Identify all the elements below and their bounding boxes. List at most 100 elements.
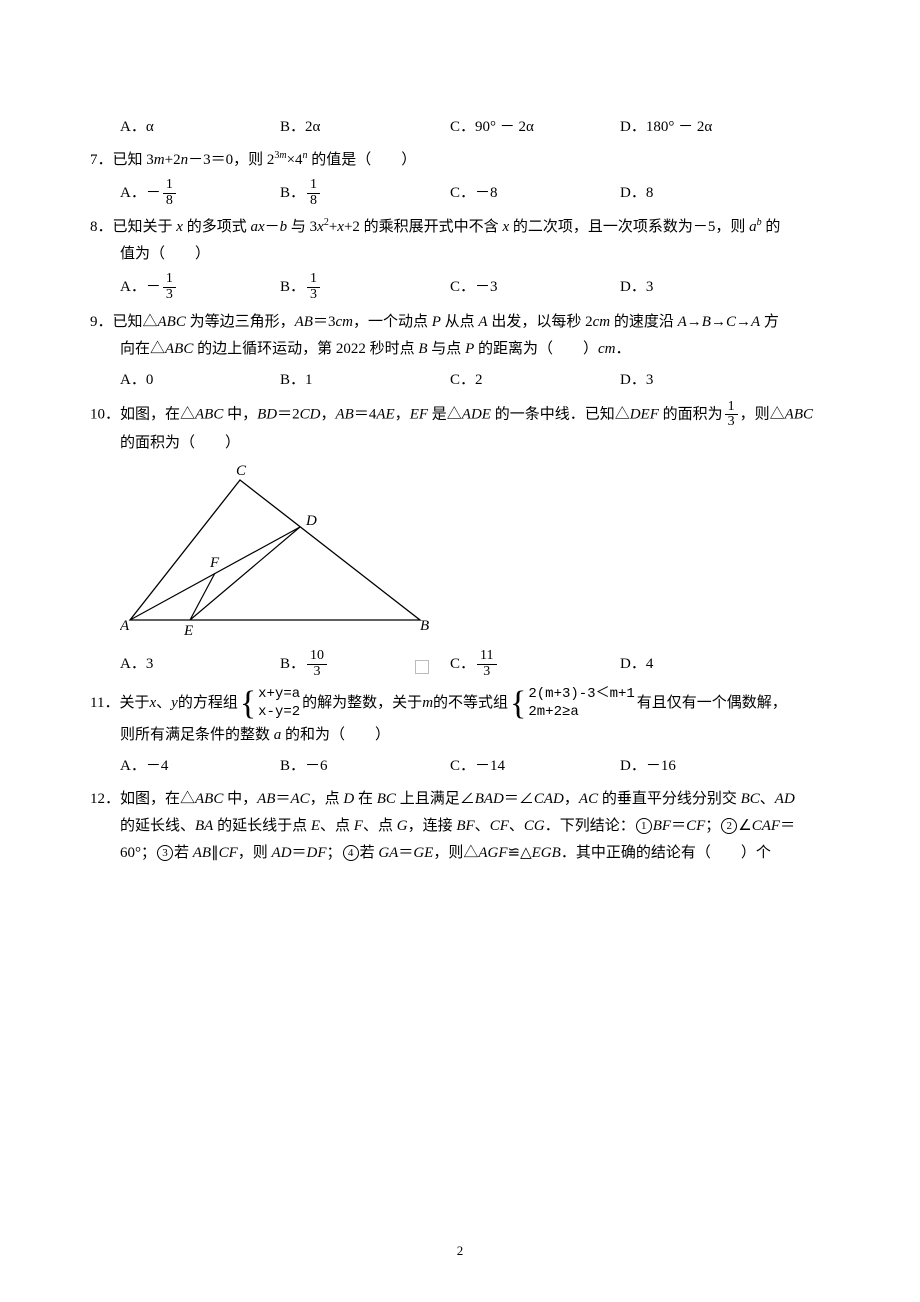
lbl-c: C xyxy=(236,465,247,479)
q10c2: 11 xyxy=(477,649,496,665)
q10fd: 3 xyxy=(725,415,738,430)
q12bf: BF xyxy=(456,818,474,834)
q12l2t7: 、 xyxy=(509,818,524,834)
q8-opt-a: A．－13 xyxy=(120,272,280,302)
q12t1: 12．如图，在△ xyxy=(90,791,195,807)
q9-opt-a: A．0 xyxy=(120,367,280,394)
q12c3: 3 xyxy=(157,845,173,861)
q12l3t1: 60°； xyxy=(120,845,156,861)
q9path: A→B→C→A xyxy=(678,314,761,330)
q7-a-num: 1 xyxy=(163,178,176,194)
q11t1: 11．关于 xyxy=(90,690,149,717)
q7-stem: 7．已知 3m+2n－3＝0，则 23m×4n 的值是（ ） xyxy=(90,147,830,174)
q8a3: 3 xyxy=(163,288,176,303)
q12: 12．如图，在△ABC 中，AB＝AC，点 D 在 BC 上且满足∠BAD＝∠C… xyxy=(90,786,830,867)
q8: 8．已知关于 x 的多项式 ax－b 与 3x2+x+2 的乘积展开式中不含 x… xyxy=(90,214,830,302)
q10abc: ABC xyxy=(195,406,223,422)
q9l2t4: 的距离为（ ） xyxy=(474,341,598,357)
q11-opt-c: C．－14 xyxy=(450,753,620,780)
q11s2l1: 2(m+3)-3＜m+1 xyxy=(528,686,634,704)
q11t3: 的方程组 xyxy=(178,690,238,717)
q12ac: AC xyxy=(290,791,309,807)
q12l3t4: ，则 xyxy=(238,845,272,861)
q11t5: 的不等式组 xyxy=(433,690,508,717)
q12ba: BA xyxy=(195,818,213,834)
lbl-d: D xyxy=(305,513,317,529)
q9-options: A．0 B．1 C．2 D．3 xyxy=(120,367,830,394)
q10c1: C． xyxy=(450,651,475,678)
q10fn: 1 xyxy=(725,400,738,416)
q12G: G xyxy=(397,818,408,834)
q9-opt-b: B．1 xyxy=(280,367,450,394)
q7-opt-b: B．18 xyxy=(280,178,450,208)
q8-a: a xyxy=(749,219,757,235)
q12t9: 的垂直平分线分别交 xyxy=(598,791,741,807)
q9abc: ABC xyxy=(158,314,186,330)
q11l2a: 则所有满足条件的整数 xyxy=(120,727,274,743)
q7-b-pre: B． xyxy=(280,180,305,207)
q11-options: A．－4 B．－6 C．－14 D．－16 xyxy=(120,753,830,780)
q10cd: CD xyxy=(300,406,321,422)
q10b1: B． xyxy=(280,651,305,678)
q10-opt-a: A．3 xyxy=(120,649,280,679)
q7-t2: +2 xyxy=(165,152,181,168)
q9: 9．已知△ABC 为等边三角形，AB＝3cm，一个动点 P 从点 A 出发，以每… xyxy=(90,309,830,394)
q12c4: 4 xyxy=(343,845,359,861)
q11-opt-d: D．－16 xyxy=(620,753,790,780)
q8-l1: 8．已知关于 x 的多项式 ax－b 与 3x2+x+2 的乘积展开式中不含 x… xyxy=(90,214,830,241)
q8b2: 1 xyxy=(307,272,320,288)
q9t3: ＝3 xyxy=(313,314,336,330)
q9l2t1: 向在△ xyxy=(120,341,165,357)
q10ade: ADE xyxy=(462,406,491,422)
q10c3: 3 xyxy=(477,665,496,680)
q12l3ge: GE xyxy=(413,845,433,861)
watermark-icon xyxy=(415,660,429,674)
q12c1: 1 xyxy=(636,818,652,834)
q8a1: A．－ xyxy=(120,274,161,301)
q12t5: 在 xyxy=(354,791,377,807)
q8-x2: x xyxy=(317,219,324,235)
q7: 7．已知 3m+2n－3＝0，则 23m×4n 的值是（ ） A．－1 8 B．1… xyxy=(90,147,830,208)
q10def: DEF xyxy=(630,406,659,422)
q12t7: ＝∠ xyxy=(504,791,534,807)
q12l2t1: 的延长线、 xyxy=(120,818,195,834)
q11: 11．关于 x、y 的方程组 {x+y=ax-y=2 的解为整数，关于 m 的不… xyxy=(90,686,830,780)
q12l2t8: ．下列结论： xyxy=(545,818,635,834)
q10ae: AE xyxy=(376,406,394,422)
q12ad: AD xyxy=(775,791,795,807)
q9ab: AB xyxy=(295,314,313,330)
q8-options: A．－13 B．13 C．－3 D．3 xyxy=(120,272,830,302)
q10b2: 10 xyxy=(307,649,327,665)
q7-b-den: 8 xyxy=(307,194,320,209)
q12l3agf: AGF xyxy=(478,845,507,861)
q10t6: ， xyxy=(395,406,410,422)
q12i1: BF xyxy=(653,818,671,834)
q12-l2: 的延长线、BA 的延长线于点 E、点 F、点 G，连接 BF、CF、CG．下列结… xyxy=(90,813,830,840)
q8-opt-b: B．13 xyxy=(280,272,450,302)
q12E: E xyxy=(311,818,320,834)
q10ef: EF xyxy=(410,406,428,422)
q7-a-pre: A．－ xyxy=(120,180,161,207)
q10-l1: 10．如图，在△ABC 中，BD＝2CD，AB＝4AE，EF 是△ADE 的一条… xyxy=(90,400,830,430)
q12l2t6: 、 xyxy=(475,818,490,834)
q9l2t2: 的边上循环运动，第 2022 秒时点 xyxy=(193,341,418,357)
q10t3: ＝2 xyxy=(277,406,300,422)
q11y: y xyxy=(171,690,178,717)
q11t6: 有且仅有一个偶数解， xyxy=(637,690,787,717)
q8-t8: 的 xyxy=(762,219,781,235)
q12D: D xyxy=(343,791,354,807)
q9-opt-c: C．2 xyxy=(450,367,620,394)
q12l3t6: ； xyxy=(327,845,342,861)
q7-t3: －3＝0，则 2 xyxy=(188,152,274,168)
q11s2l2: 2m+2≥a xyxy=(528,704,634,722)
q10t2: 中， xyxy=(223,406,257,422)
q12t2: 中， xyxy=(223,791,257,807)
q12l2t11: ＝ xyxy=(780,818,795,834)
q12l2t2: 的延长线于点 xyxy=(213,818,311,834)
q12abc: ABC xyxy=(195,791,223,807)
q7-t4: ×4 xyxy=(287,152,303,168)
q12t8: ， xyxy=(564,791,579,807)
q6-options: A．α B．2α C．90° － 2α D．180° － 2α xyxy=(120,114,830,141)
q9-l2: 向在△ABC 的边上循环运动，第 2022 秒时点 B 与点 P 的距离为（ ）… xyxy=(90,336,830,363)
q12t4: ，点 xyxy=(310,791,344,807)
